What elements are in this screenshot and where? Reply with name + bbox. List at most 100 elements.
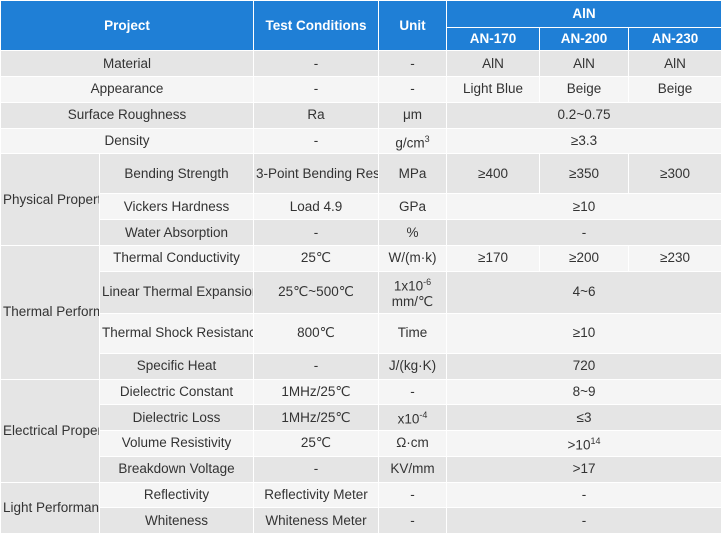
row-name: Material bbox=[1, 51, 253, 77]
row-unit: x10-4 bbox=[379, 405, 446, 431]
table-row: Volume Resistivity 25℃ Ω·cm >1014 bbox=[1, 431, 721, 456]
row-name: Volume Resistivity bbox=[100, 431, 253, 456]
header-aln: AlN bbox=[447, 1, 721, 27]
row-condition: Reflectivity Meter bbox=[254, 482, 378, 508]
row-name: Surface Roughness bbox=[1, 102, 253, 128]
value-an200: AlN bbox=[540, 51, 628, 77]
table-row: Thermal Performance Thermal Conductivity… bbox=[1, 245, 721, 379]
value-all: 4~6 bbox=[447, 271, 721, 313]
row-unit: - bbox=[379, 508, 446, 533]
row-condition: 25℃ bbox=[254, 431, 378, 456]
unit-superscript: 3 bbox=[424, 133, 430, 144]
row-condition: 25℃~500℃ bbox=[254, 271, 378, 313]
value-all: ≤3 bbox=[447, 405, 721, 431]
table-row: Electrical Properties Dielectric Constan… bbox=[1, 379, 721, 482]
unit-superscript: -4 bbox=[419, 410, 428, 421]
value-all: ≥10 bbox=[447, 194, 721, 220]
row-unit: J/(kg·K) bbox=[379, 353, 446, 379]
value-an200: ≥350 bbox=[540, 154, 628, 194]
value-all: 0.2~0.75 bbox=[447, 102, 721, 128]
header-grades-row: AN-170 AN-200 AN-230 bbox=[1, 27, 721, 51]
table-row: Light Performance Reflectivity Reflectiv… bbox=[1, 482, 721, 533]
table-row: Vickers Hardness Load 4.9 GPa ≥10 bbox=[1, 194, 721, 220]
header-test-conditions: Test Conditions bbox=[254, 1, 378, 51]
table-row: Whiteness Whiteness Meter - - bbox=[1, 508, 721, 533]
table-row: Surface Roughness Ra μm 0.2~0.75 bbox=[1, 102, 721, 128]
unit-superscript: -6 bbox=[423, 276, 432, 287]
value-superscript: 14 bbox=[590, 436, 601, 447]
header-grade-an170: AN-170 bbox=[447, 27, 539, 51]
value-all: - bbox=[447, 508, 721, 533]
table-row: Breakdown Voltage - KV/mm >17 bbox=[1, 456, 721, 482]
row-unit: - bbox=[379, 77, 446, 102]
table-row: Specific Heat - J/(kg·K) 720 bbox=[1, 353, 721, 379]
row-unit: - bbox=[379, 379, 446, 405]
row-name: Thermal Shock Resistance bbox=[100, 313, 253, 353]
unit-tail: mm/℃ bbox=[391, 294, 434, 310]
group-electrical: Electrical Properties bbox=[1, 379, 99, 482]
table-row: Dielectric Loss 1MHz/25℃ x10-4 ≤3 bbox=[1, 405, 721, 431]
table-row: Material - - AlN AlN AlN bbox=[1, 51, 721, 77]
row-unit: 1x10-6 mm/℃ bbox=[379, 271, 446, 313]
header-row: Project Test Conditions Unit AlN bbox=[1, 1, 721, 51]
row-condition: 1MHz/25℃ bbox=[254, 379, 378, 405]
row-unit: Time bbox=[379, 313, 446, 353]
unit-base: 1x10 bbox=[393, 278, 424, 294]
group-physical: Physical Properties bbox=[1, 154, 99, 245]
row-name: Breakdown Voltage bbox=[100, 456, 253, 482]
value-an230: Beige bbox=[629, 77, 721, 102]
unit-base: g/cm bbox=[395, 135, 425, 151]
row-unit: - bbox=[379, 51, 446, 77]
value-an170: ≥170 bbox=[447, 245, 539, 271]
value-all: 720 bbox=[447, 353, 721, 379]
row-unit: W/(m·k) bbox=[379, 245, 446, 271]
row-condition: Load 4.9 bbox=[254, 194, 378, 220]
row-unit: KV/mm bbox=[379, 456, 446, 482]
table-row: Appearance - - Light Blue Beige Beige bbox=[1, 77, 721, 102]
row-condition: - bbox=[254, 128, 378, 154]
value-all: >1014 bbox=[447, 431, 721, 456]
group-thermal: Thermal Performance bbox=[1, 245, 99, 379]
row-unit: Ω·cm bbox=[379, 431, 446, 456]
row-unit: μm bbox=[379, 102, 446, 128]
value-an170: AlN bbox=[447, 51, 539, 77]
value-an200: Beige bbox=[540, 77, 628, 102]
table-row: Water Absorption - % - bbox=[1, 220, 721, 245]
row-condition: - bbox=[254, 220, 378, 245]
value-all: - bbox=[447, 220, 721, 245]
row-name: Whiteness bbox=[100, 508, 253, 533]
row-unit: GPa bbox=[379, 194, 446, 220]
row-name: Thermal Conductivity bbox=[100, 245, 253, 271]
row-unit: MPa bbox=[379, 154, 446, 194]
row-name: Specific Heat bbox=[100, 353, 253, 379]
row-condition: Ra bbox=[254, 102, 378, 128]
header-unit: Unit bbox=[379, 1, 446, 51]
row-name: Dielectric Loss bbox=[100, 405, 253, 431]
value-an230: ≥300 bbox=[629, 154, 721, 194]
table-row: Thermal Shock Resistance 800℃ Time ≥10 bbox=[1, 313, 721, 353]
header-grade-an230: AN-230 bbox=[629, 27, 721, 51]
group-light: Light Performance bbox=[1, 482, 99, 533]
row-name: Dielectric Constant bbox=[100, 379, 253, 405]
value-an170: Light Blue bbox=[447, 77, 539, 102]
row-name: Linear Thermal Expansion Coefficient bbox=[100, 271, 253, 313]
value-all: - bbox=[447, 482, 721, 508]
table-row: Density - g/cm3 ≥3.3 bbox=[1, 128, 721, 154]
value-all: >17 bbox=[447, 456, 721, 482]
value-an170: ≥400 bbox=[447, 154, 539, 194]
value-an230: AlN bbox=[629, 51, 721, 77]
row-condition: 800℃ bbox=[254, 313, 378, 353]
header-project: Project bbox=[1, 1, 253, 51]
row-unit: - bbox=[379, 482, 446, 508]
row-name: Reflectivity bbox=[100, 482, 253, 508]
row-condition: 25℃ bbox=[254, 245, 378, 271]
header-grade-an200: AN-200 bbox=[540, 27, 628, 51]
row-name: Water Absorption bbox=[100, 220, 253, 245]
value-all: ≥3.3 bbox=[447, 128, 721, 154]
unit-base: x10 bbox=[397, 411, 420, 427]
row-condition: 3-Point Bending Resistance bbox=[254, 154, 378, 194]
row-unit: g/cm3 bbox=[379, 128, 446, 154]
value-an200: ≥200 bbox=[540, 245, 628, 271]
row-condition: - bbox=[254, 456, 378, 482]
